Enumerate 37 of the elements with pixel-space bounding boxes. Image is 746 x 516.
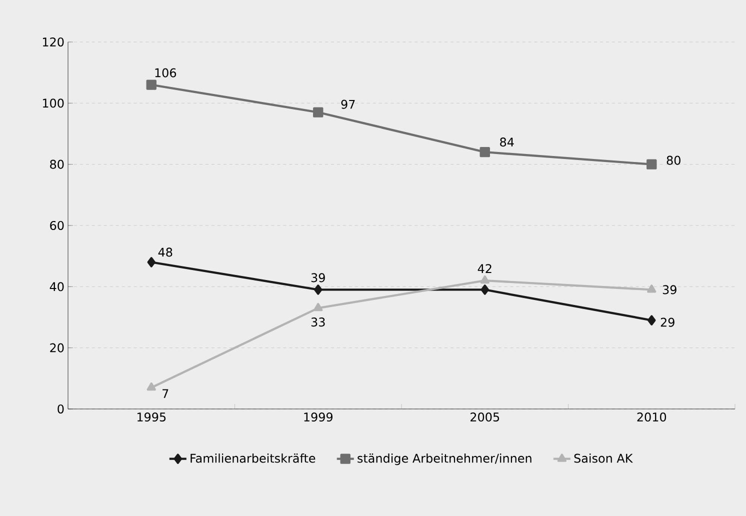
point <box>314 284 322 295</box>
point <box>146 80 156 90</box>
x-tick-label: 2010 <box>637 412 666 422</box>
point <box>147 257 156 268</box>
data-label: 42 <box>478 264 492 273</box>
x-tick-label: 2005 <box>470 412 500 422</box>
data-label: 48 <box>158 248 172 257</box>
legend-label: Saison AK <box>574 454 633 463</box>
data-label: 33 <box>311 318 325 327</box>
data-label: 29 <box>660 318 674 327</box>
point <box>646 159 657 170</box>
point <box>480 284 489 295</box>
point <box>647 284 656 293</box>
x-tick-label: 1995 <box>137 412 166 422</box>
y-tick-label: 40 <box>50 282 64 292</box>
y-tick-label: 0 <box>58 404 64 414</box>
point <box>313 107 324 118</box>
point <box>146 382 156 391</box>
point <box>480 275 490 284</box>
data-label: 84 <box>500 138 514 147</box>
data-label: 106 <box>155 68 176 78</box>
y-tick-label: 100 <box>42 98 64 108</box>
y-tick-label: 80 <box>50 160 64 169</box>
data-label: 80 <box>666 156 680 165</box>
data-label: 39 <box>311 273 325 282</box>
point <box>480 146 490 158</box>
data-label: 97 <box>341 100 355 109</box>
y-tick-label: 20 <box>50 343 64 352</box>
x-tick-label: 1999 <box>304 412 332 422</box>
point <box>314 302 323 312</box>
legend-label: Familienarbeitskräfte <box>190 454 316 463</box>
y-tick-label: 120 <box>42 37 64 47</box>
data-label: 7 <box>162 389 168 398</box>
y-tick-label: 60 <box>50 220 64 230</box>
legend-label: ständige Arbeitnehmer/innen <box>358 454 532 466</box>
point <box>648 315 656 326</box>
data-label: 39 <box>662 285 676 294</box>
